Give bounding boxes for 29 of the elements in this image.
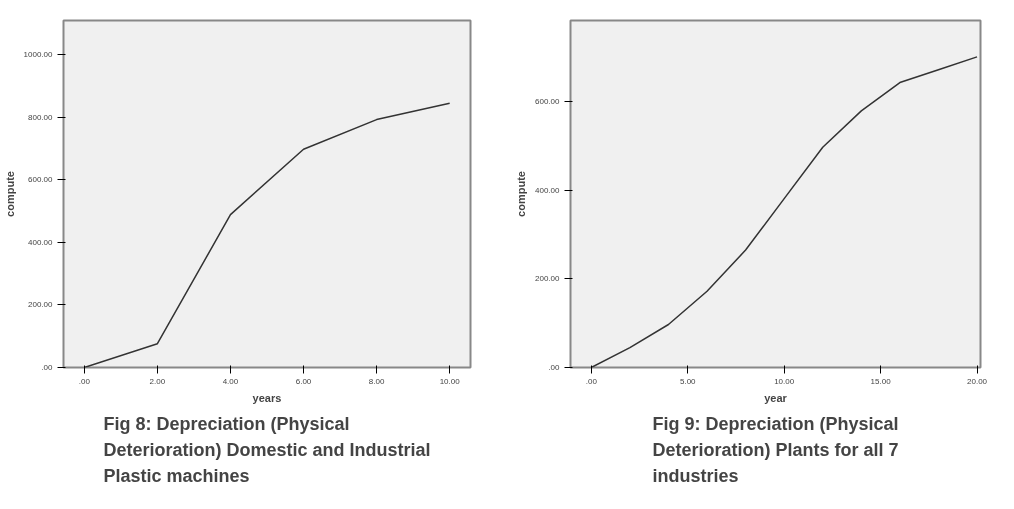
y-tick-label: 1000.00	[23, 50, 54, 60]
y-tick-label: 400.00	[535, 185, 561, 195]
x-tick-label: 10.00	[439, 376, 461, 386]
x-tick-label: 10.00	[774, 376, 795, 386]
y-tick-label: .00	[548, 363, 561, 372]
y-tick-label: 400.00	[28, 237, 54, 247]
y-tick-label: 600.00	[535, 97, 561, 107]
x-tick-label: 15.00	[870, 376, 892, 386]
x-tick-label: 4.00	[222, 376, 239, 386]
x-tick-label: 20.00	[967, 376, 988, 386]
caption: Fig 9: Depreciation (Physical Deterioration) Plants for all 7 industries	[652, 413, 899, 486]
y-axis-title: compute	[3, 171, 16, 217]
y-tick-label: 800.00	[28, 112, 54, 122]
y-tick-label: .00	[41, 363, 54, 372]
x-axis-title: years	[252, 391, 282, 404]
y-axis-title: compute	[515, 171, 528, 217]
x-tick-label: 6.00	[295, 376, 312, 386]
x-tick-label: 8.00	[368, 376, 385, 386]
line-series	[590, 56, 978, 368]
x-tick-label: .00	[585, 376, 598, 386]
y-tick-label: 200.00	[28, 300, 54, 310]
y-tick-label: 200.00	[535, 274, 561, 284]
x-tick-label: 2.00	[149, 376, 166, 386]
caption: Fig 8: Depreciation (Physical Deterioration) Domestic and Industrial Plastic machines	[103, 413, 431, 486]
line-series	[83, 102, 451, 368]
y-tick-label: 600.00	[28, 175, 54, 185]
x-tick-label: .00	[78, 376, 91, 386]
x-axis-title: year	[764, 391, 788, 404]
x-tick-label: 5.00	[679, 376, 697, 386]
